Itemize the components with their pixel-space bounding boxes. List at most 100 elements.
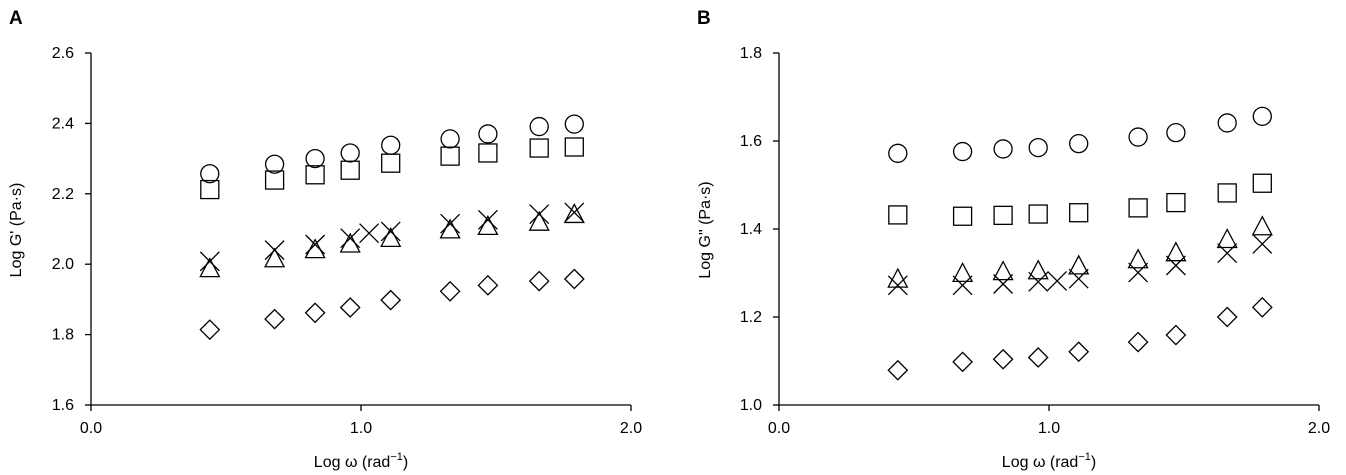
data-point-diamond [304, 302, 326, 324]
panel-a-x-tick-label: 0.0 [80, 420, 102, 437]
data-point-circle [952, 141, 973, 162]
data-point-triangle [339, 232, 361, 253]
panel-b-series-triangle [887, 215, 1273, 288]
data-point-triangle [199, 257, 221, 278]
data-point-triangle [887, 267, 909, 288]
data-point-cross [1165, 255, 1186, 276]
panel-a-y-tick-label: 2.0 [52, 256, 74, 273]
data-point-circle [529, 116, 549, 137]
data-point-circle [1217, 113, 1237, 133]
data-point-circle [1166, 122, 1186, 143]
data-point-triangle [439, 218, 461, 239]
data-point-triangle [1216, 228, 1238, 249]
data-point-cross [993, 274, 1014, 294]
data-point-circle [440, 129, 460, 149]
panel-b-y-tick-label: 1.0 [740, 397, 762, 414]
panel-a-series-diamond [199, 268, 585, 341]
data-point-circle [1252, 106, 1272, 127]
panel-b-y-tick-label: 1.8 [740, 45, 762, 62]
data-point-square [340, 160, 360, 180]
data-point-square [888, 205, 908, 225]
data-point-circle [564, 114, 584, 134]
data-point-square [200, 179, 220, 200]
data-point-circle [1028, 137, 1048, 158]
data-point-cross [1028, 271, 1049, 292]
panel-b-series-cross [887, 234, 1273, 296]
data-point-cross [1252, 234, 1273, 254]
panel-a-marks [199, 114, 585, 341]
panel-b-y-tick-label: 1.2 [740, 309, 762, 326]
data-point-cross [1217, 243, 1238, 264]
data-point-square [1166, 192, 1186, 213]
data-point-circle [305, 148, 325, 169]
panel-b-x-tick-label: 1.0 [1038, 420, 1060, 437]
data-point-circle [478, 124, 498, 144]
data-point-diamond [1068, 341, 1090, 363]
panel-b: B 1.0 1.2 1.4 1.6 1.8 0.0 1.0 2.0 Log ω (rad−1)… [697, 8, 1330, 471]
data-point-triangle [1068, 254, 1090, 275]
data-point-cross [380, 221, 401, 242]
panel-b-marks [887, 106, 1273, 381]
data-point-triangle [380, 226, 402, 248]
data-point-diamond [952, 351, 974, 373]
data-point-triangle [1027, 259, 1049, 280]
panel-b-axes [778, 53, 1319, 406]
data-point-square [478, 143, 498, 163]
data-point-triangle [264, 247, 286, 268]
panel-b-y-axis-label: Log G" (Pa·s) [697, 181, 714, 278]
panel-a-y-axis-label: Log G' (Pa·s) [8, 183, 25, 278]
data-point-square [1028, 204, 1048, 224]
data-point-cross [1068, 268, 1089, 289]
data-point-diamond [1216, 306, 1238, 328]
data-point-diamond [339, 297, 361, 318]
data-point-diamond [1165, 324, 1187, 346]
panel-a-letter: A [9, 8, 23, 29]
data-point-square [1217, 183, 1237, 203]
data-point-cross [1047, 270, 1068, 291]
data-point-square [1069, 203, 1089, 223]
panel-b-letter: B [697, 8, 711, 29]
data-point-triangle [477, 214, 499, 236]
data-point-cross [564, 202, 585, 223]
panel-a-y-tick-label: 2.6 [52, 45, 74, 62]
data-point-cross [529, 204, 550, 225]
data-point-diamond [992, 348, 1014, 370]
data-point-diamond [563, 268, 585, 290]
data-point-diamond [528, 270, 550, 292]
panel-b-series-square [888, 173, 1272, 226]
panel-a-series-triangle [199, 203, 585, 278]
data-point-circle [340, 143, 360, 163]
panel-b-ticks: 1.0 1.2 1.4 1.6 1.8 0.0 1.0 2.0 [740, 45, 1330, 437]
data-point-triangle [563, 203, 585, 224]
data-point-cross [887, 275, 908, 296]
data-point-triangle [1127, 248, 1149, 269]
data-point-circle [200, 164, 220, 184]
panel-a-y-tick-label: 2.4 [52, 115, 74, 132]
panel-a-axes [90, 53, 631, 406]
data-point-triangle [1165, 241, 1187, 262]
data-point-cross [477, 209, 498, 230]
data-point-cross [359, 223, 380, 244]
panel-b-x-tick-label: 0.0 [768, 420, 790, 437]
panel-b-x-tick-label: 2.0 [1308, 420, 1330, 437]
data-point-cross [440, 213, 461, 234]
data-point-cross [340, 228, 361, 249]
data-point-square [993, 205, 1013, 226]
data-point-diamond [887, 359, 909, 381]
panel-a-y-tick-label: 1.8 [52, 327, 74, 344]
data-point-square [305, 165, 325, 185]
panel-b-series-circle [888, 106, 1272, 163]
data-point-cross [952, 275, 973, 296]
data-point-square [1252, 173, 1272, 193]
panel-a-ticks: 1.6 1.8 2.0 2.2 2.4 2.6 0.0 1.0 2.0 [52, 45, 642, 437]
panel-b-series-diamond [887, 296, 1273, 381]
panel-a-x-tick-label: 2.0 [620, 420, 642, 437]
data-point-cross [1128, 262, 1149, 283]
data-point-triangle [992, 260, 1014, 281]
panel-a-y-tick-label: 2.2 [52, 186, 74, 203]
data-point-square [381, 153, 401, 173]
data-point-square [952, 206, 973, 226]
data-point-diamond [1251, 296, 1273, 318]
data-point-diamond [1027, 347, 1049, 368]
